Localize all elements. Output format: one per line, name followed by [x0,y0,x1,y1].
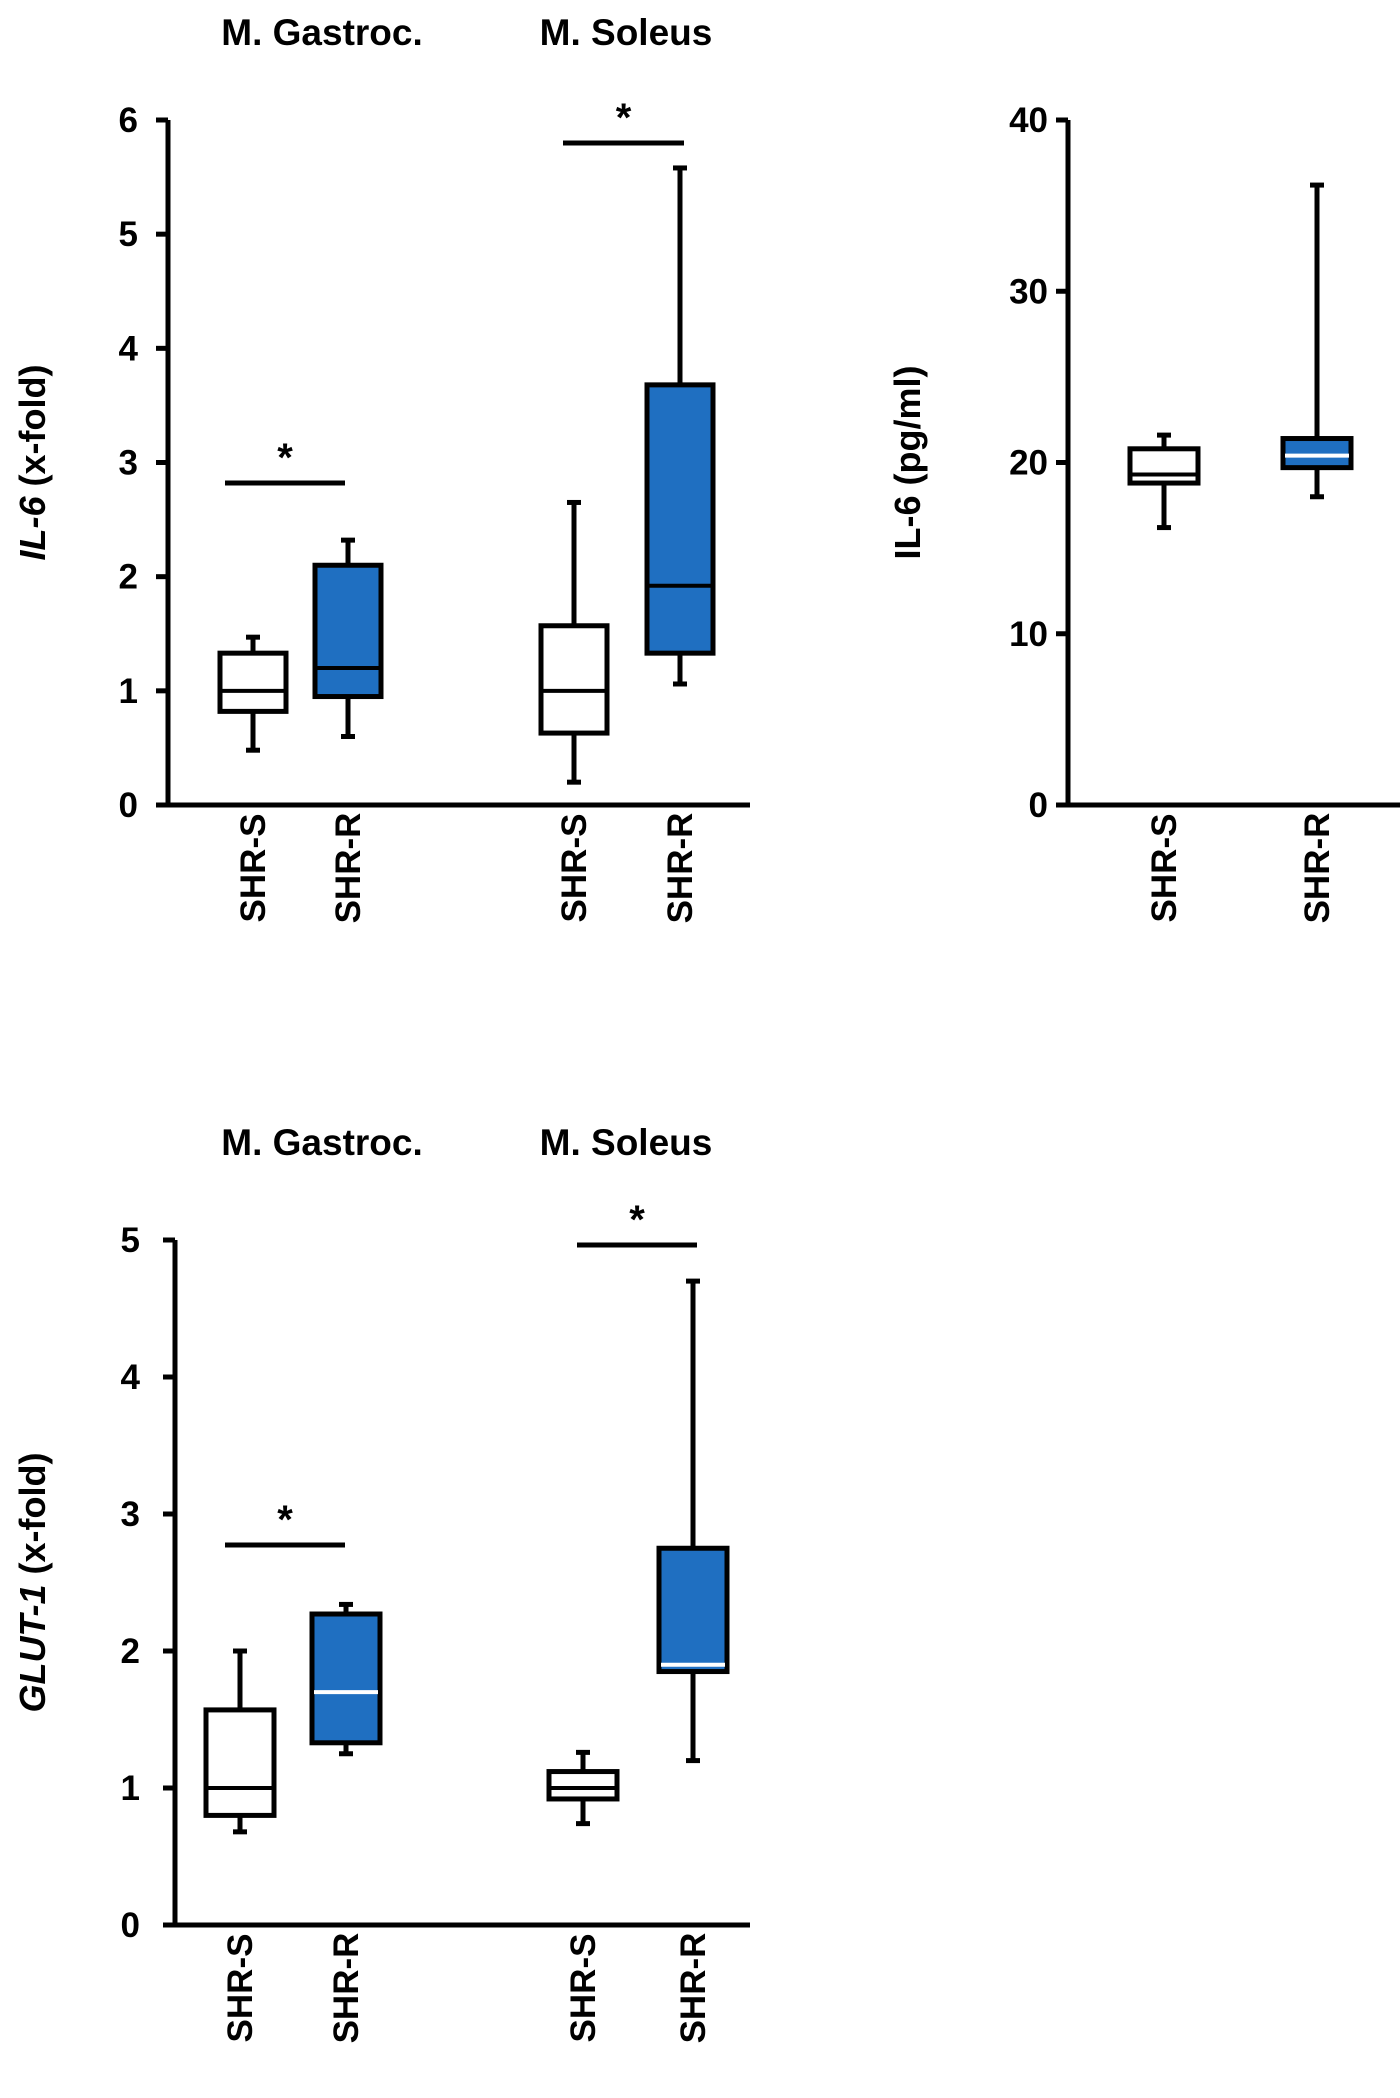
box-shr-s [217,634,289,753]
iqr-box [538,623,610,736]
y-tick-label: 3 [121,1495,140,1534]
y-tick-label: 4 [119,329,139,368]
group-title: M. Gastroc. [221,12,423,53]
y-axis-label-unit: (x-fold) [12,1453,53,1585]
iqr-box [1280,436,1354,471]
category-label: SHR-S [234,814,273,923]
box-shr-r [644,165,716,687]
box-shr-r [656,1278,730,1764]
y-axis-label-gene: IL-6 [12,496,53,561]
iqr-box [656,1545,730,1675]
y-axis-label: GLUT-1 (x-fold) [12,1453,53,1713]
y-axis-label-gene: GLUT-1 [12,1584,53,1712]
iqr-box [309,1611,383,1746]
group-title: M. Soleus [540,12,713,53]
y-axis-label-unit: IL-6 (pg/ml) [887,366,928,560]
chart-il6-serum: 0 10 20 30 40 IL-6 (pg/ml) SHR-S SHR-R [887,101,1400,923]
y-tick-label: 10 [1009,615,1048,654]
iqr-box [546,1769,620,1802]
chart-il6-mrna: 0 1 2 3 4 5 6 IL-6 (x-fold) M. Gastroc. * SHR-S SHR… [12,12,750,923]
y-tick-label: 1 [119,672,138,711]
iqr-box [203,1707,277,1818]
category-label: SHR-S [564,1934,603,2043]
significance-star: * [629,1198,645,1242]
category-label: SHR-R [674,1933,713,2044]
significance-star: * [616,96,632,140]
group-title: M. Gastroc. [221,1122,423,1163]
y-tick-label: 2 [121,1632,140,1671]
y-tick-label: 3 [119,444,138,483]
iqr-box [644,382,716,656]
significance-star: * [277,436,293,480]
iqr-box [217,650,289,714]
category-label: SHR-R [661,813,700,924]
category-label: SHR-R [329,813,368,924]
category-label: SHR-R [327,1933,366,2044]
box-shr-s [203,1648,277,1835]
box-shr-s [538,499,610,785]
box-shr-r [312,537,384,739]
category-label: SHR-R [1298,813,1337,924]
box-shr-s [1127,432,1201,531]
y-tick-label: 0 [121,1906,140,1945]
y-axis-label: IL-6 (x-fold) [12,365,53,561]
category-label: SHR-S [221,1934,260,2043]
box-shr-r [309,1601,383,1757]
y-tick-label: 6 [119,101,138,140]
y-tick-label: 30 [1009,272,1048,311]
y-axis-label-unit: (x-fold) [12,365,53,497]
box-shr-r [1280,182,1354,500]
y-tick-label: 0 [119,786,138,825]
box-shr-s [546,1749,620,1827]
y-tick-label: 5 [121,1221,140,1260]
category-label: SHR-S [1145,814,1184,923]
y-tick-label: 0 [1029,786,1048,825]
y-tick-label: 40 [1009,101,1048,140]
group-title: M. Soleus [540,1122,713,1163]
iqr-box [1127,446,1201,486]
category-label: SHR-S [555,814,594,923]
iqr-box [312,562,384,700]
chart-glut1-mrna: 0 1 2 3 4 5 GLUT-1 (x-fold) M. Gastroc. * SHR-S SH… [12,1122,750,2043]
y-axis-label: IL-6 (pg/ml) [887,366,928,560]
y-tick-label: 4 [121,1358,141,1397]
y-tick-label: 2 [119,558,138,597]
y-tick-label: 20 [1009,444,1048,483]
y-tick-label: 5 [119,215,138,254]
significance-star: * [277,1498,293,1542]
y-tick-label: 1 [121,1769,140,1808]
